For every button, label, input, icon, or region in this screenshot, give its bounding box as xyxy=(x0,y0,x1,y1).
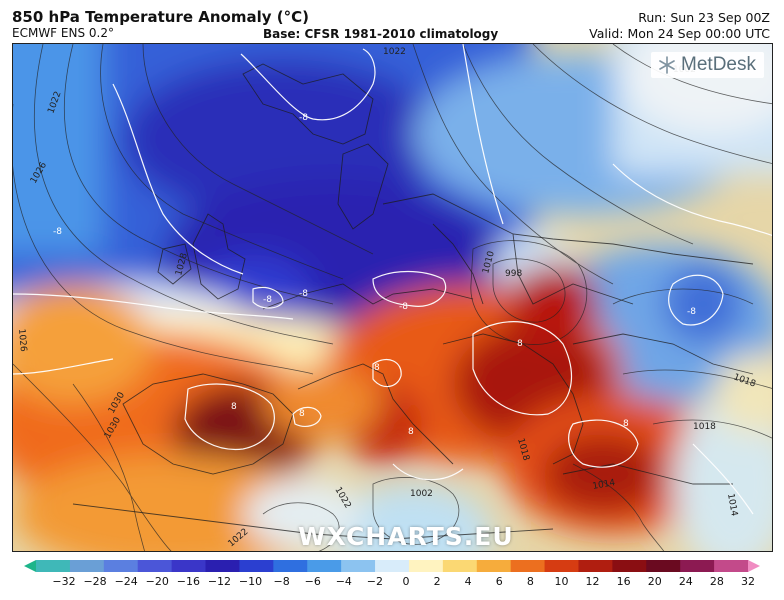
climatology-base-label: Base: CFSR 1981-2010 climatology xyxy=(263,27,499,41)
color-scale-max-arrow xyxy=(748,560,760,572)
run-time-label: Run: Sun 23 Sep 00Z xyxy=(638,10,770,25)
anomaly-label: 8 xyxy=(231,402,237,412)
anomaly-label: -8 xyxy=(53,227,62,237)
color-scale-tick-label: 32 xyxy=(741,575,755,588)
color-scale-tick-label: −10 xyxy=(238,575,263,588)
anomaly-label: -8 xyxy=(399,302,408,312)
anomaly-map: 1022 1026 1028 1026 1030 1002 998 1010 1… xyxy=(12,43,773,552)
valid-time-label: Valid: Mon 24 Sep 00:00 UTC xyxy=(589,26,770,41)
color-scale-tick-label: −2 xyxy=(366,575,384,588)
color-scale-tick-label: 2 xyxy=(433,575,441,588)
color-scale-ticks: −32 −28 −24 −20 −16 −12 −10 −8 −6 −4 −2 0 2 4 6 8 10 12 16… xyxy=(0,575,784,591)
isobar-label: 1018 xyxy=(693,422,716,432)
map-title: 850 hPa Temperature Anomaly (°C) xyxy=(12,8,309,26)
color-scale-tick-label: 16 xyxy=(616,575,631,588)
color-scale-tick-label: −16 xyxy=(176,575,200,588)
color-scale-bar xyxy=(24,560,760,572)
isobar-label: 1014 xyxy=(725,493,739,518)
color-scale-tick-label: −20 xyxy=(145,575,169,588)
color-scale-tick-label: −6 xyxy=(304,575,321,588)
anomaly-field: 1022 1026 1028 1026 1030 1002 998 1010 1… xyxy=(13,44,772,551)
color-scale-segment xyxy=(544,560,580,572)
color-scale-tick-label: 24 xyxy=(678,575,693,588)
anomaly-label: -8 xyxy=(299,113,308,123)
color-scale-tick-label: 6 xyxy=(495,575,503,588)
color-scale-segment xyxy=(646,560,681,572)
isobar-label: 1026 xyxy=(16,328,28,352)
anomaly-label: -8 xyxy=(299,289,308,299)
color-scale-segment xyxy=(273,560,308,572)
color-scale-segment xyxy=(375,560,410,572)
color-scale-segment xyxy=(714,560,749,572)
color-scale-segment xyxy=(612,560,647,572)
color-scale-tick-label: 28 xyxy=(709,575,724,588)
color-scale-min-arrow xyxy=(24,560,36,572)
color-scale-tick-label: −4 xyxy=(335,575,352,588)
color-scale-segment xyxy=(171,560,207,572)
color-scale-segment xyxy=(307,560,342,572)
color-scale-segment xyxy=(36,560,71,572)
color-scale-segment xyxy=(408,560,444,572)
isobar-label: 1022 xyxy=(383,47,406,57)
color-scale-tick-label: −32 xyxy=(52,575,76,588)
color-scale-tick-label: 20 xyxy=(647,575,662,588)
anomaly-label: 8 xyxy=(374,363,380,373)
anomaly-label: 8 xyxy=(408,427,414,437)
color-scale-segment xyxy=(341,560,376,572)
color-scale-segment xyxy=(137,560,173,572)
anomaly-label: -8 xyxy=(687,307,696,317)
color-scale-segment xyxy=(476,560,512,572)
color-scale-tick-label: −12 xyxy=(207,575,232,588)
color-scale-tick-label: 0 xyxy=(402,575,410,588)
model-label: ECMWF ENS 0.2° xyxy=(12,26,114,40)
anomaly-label: 8 xyxy=(623,419,629,429)
anomaly-label: 8 xyxy=(299,409,305,419)
isobar-label: 1014 xyxy=(592,478,617,492)
isobar-label: 998 xyxy=(505,269,522,279)
isobar-label: 1002 xyxy=(410,489,433,499)
wxcharts-watermark: WXCHARTS.EU xyxy=(298,522,514,551)
snowflake-icon xyxy=(659,56,675,74)
color-scale-tick-label: −8 xyxy=(273,575,290,588)
color-scale-segment xyxy=(69,560,105,572)
anomaly-label: -8 xyxy=(263,295,272,305)
color-scale-segment xyxy=(510,560,546,572)
color-scale-tick-label: 10 xyxy=(554,575,569,588)
color-scale-segment xyxy=(578,560,613,572)
color-scale-segment xyxy=(239,560,274,572)
color-scale-tick-label: 8 xyxy=(526,575,534,588)
color-scale-tick-label: −24 xyxy=(114,575,138,588)
color-scale-tick-label: −28 xyxy=(83,575,107,588)
color-scale-segment xyxy=(205,560,241,572)
anomaly-label: 8 xyxy=(517,339,523,349)
color-scale-segment xyxy=(680,560,715,572)
color-scale-segment xyxy=(103,560,139,572)
color-scale-segment xyxy=(442,560,478,572)
color-scale-tick-label: 12 xyxy=(585,575,600,588)
metdesk-logo-text: MetDesk xyxy=(681,54,756,75)
color-scale-tick-label: 4 xyxy=(464,575,472,588)
metdesk-logo: MetDesk xyxy=(651,52,764,78)
